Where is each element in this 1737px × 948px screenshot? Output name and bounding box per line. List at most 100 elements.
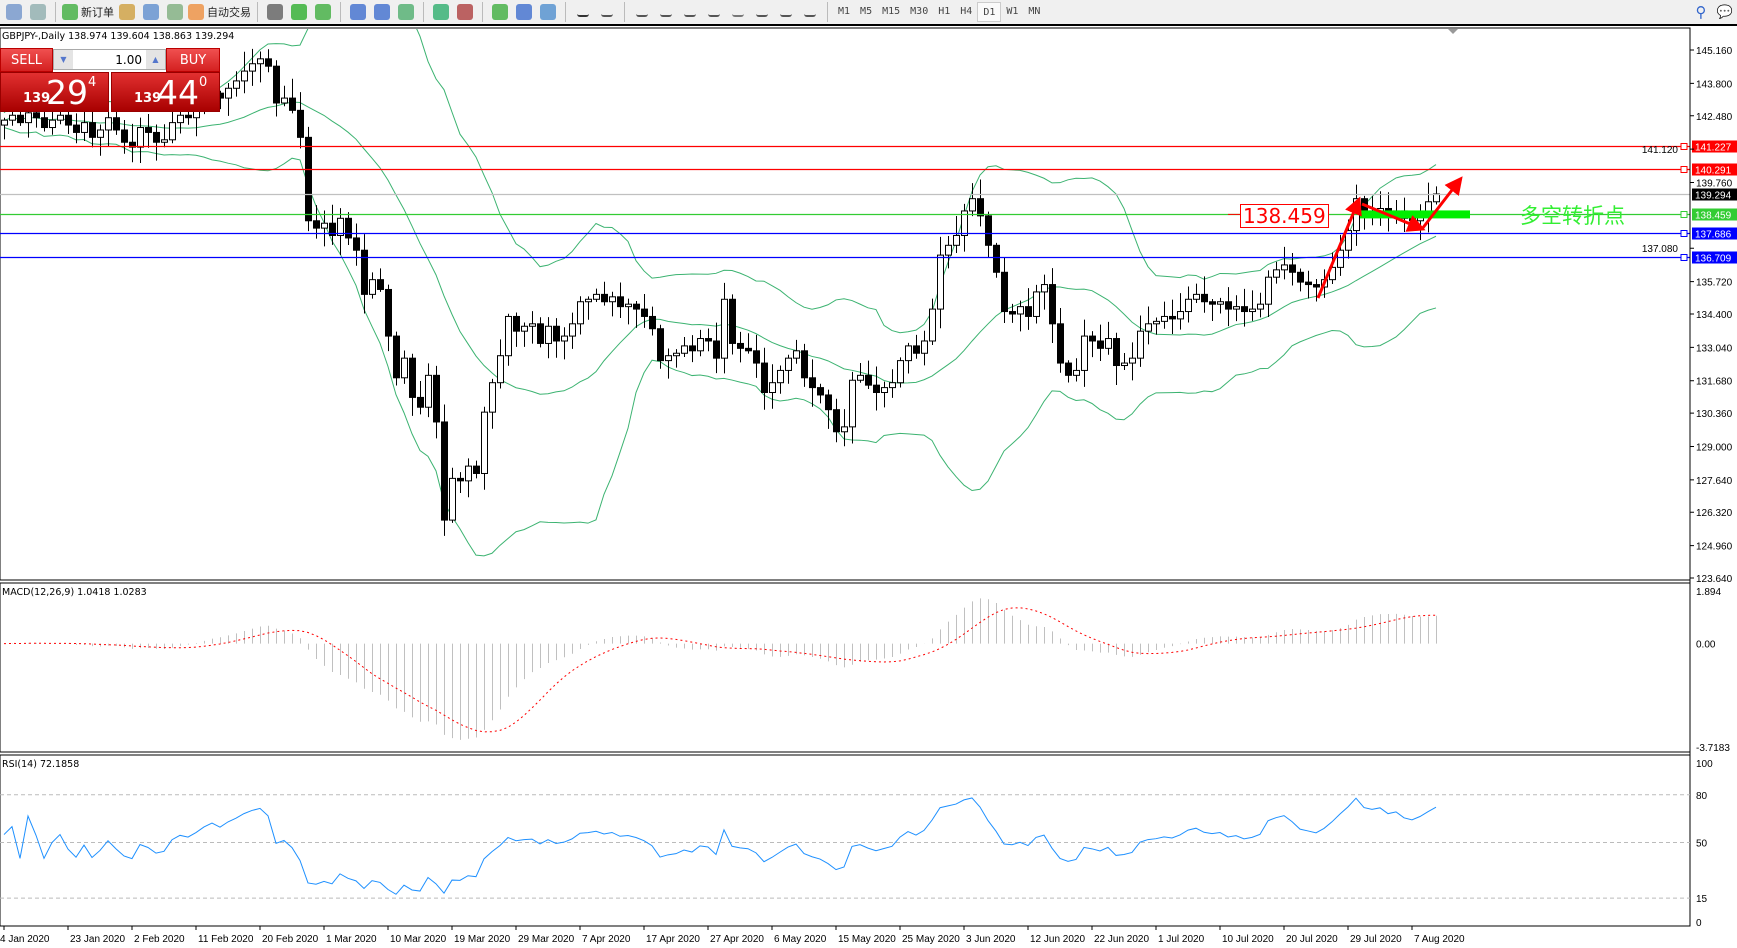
lot-input[interactable]	[73, 52, 146, 67]
lot-size-stepper[interactable]: ▼ ▲	[53, 49, 166, 70]
trend-line-button[interactable]	[679, 1, 701, 23]
candle-body	[417, 396, 424, 408]
candle	[89, 106, 96, 148]
candle	[929, 298, 936, 346]
gold-button[interactable]	[116, 1, 138, 23]
grid-button[interactable]	[727, 1, 749, 23]
new-order-label: 新订单	[81, 6, 114, 19]
candle-body	[121, 129, 128, 143]
timeframe-mn[interactable]: MN	[1028, 6, 1041, 17]
templates-button[interactable]	[537, 1, 559, 23]
search-icon[interactable]: ⚲	[1695, 3, 1707, 21]
sell-button[interactable]: SELL	[0, 48, 53, 72]
candle	[233, 71, 240, 97]
lot-increase-icon[interactable]: ▲	[146, 50, 165, 69]
horizontal-line-button[interactable]	[655, 1, 677, 23]
label-button[interactable]	[775, 1, 797, 23]
candle	[1145, 306, 1152, 345]
price-axis-label: 123.640	[1696, 574, 1733, 585]
zoom-doc-button[interactable]	[27, 1, 49, 23]
tile-button[interactable]	[395, 1, 417, 23]
candle	[329, 204, 336, 245]
candle-body	[641, 308, 648, 317]
candle	[513, 312, 520, 347]
bull-bear-turning-point-text[interactable]: 多空转折点	[1520, 204, 1625, 228]
candle	[417, 381, 424, 415]
candle-body	[393, 335, 400, 379]
macd-frame	[0, 582, 1691, 753]
arrows-button[interactable]	[799, 1, 821, 23]
autoscroll-button[interactable]	[430, 1, 452, 23]
candle-chart-button[interactable]	[288, 1, 310, 23]
candle-body	[249, 63, 256, 72]
candle-body	[673, 352, 680, 357]
auto-trading-button[interactable]: 自动交易	[188, 1, 251, 23]
candle-body	[1145, 323, 1152, 332]
candle-body	[993, 244, 1000, 273]
candle	[1153, 317, 1160, 335]
timeframe-m15[interactable]: M15	[882, 6, 901, 17]
window-button[interactable]	[3, 1, 25, 23]
cursor-button[interactable]	[572, 1, 594, 23]
red-arrow-icon	[1316, 196, 1362, 299]
candle	[433, 365, 440, 439]
sell-price[interactable]: 139 29 4	[0, 72, 109, 112]
indicators-button[interactable]	[489, 1, 511, 23]
timeframe-m30[interactable]: M30	[910, 6, 929, 17]
candle-body	[89, 122, 96, 138]
text-button[interactable]	[751, 1, 773, 23]
market-watch-button[interactable]	[140, 1, 162, 23]
bar-chart-button[interactable]	[264, 1, 286, 23]
timeframe-m1[interactable]: M1	[838, 6, 851, 17]
date-axis-label: 6 May 2020	[774, 934, 827, 945]
buy-button[interactable]: BUY	[166, 48, 220, 72]
timeframe-w1[interactable]: W1	[1006, 6, 1019, 17]
candle	[1177, 293, 1184, 330]
price-tag-bg	[1692, 188, 1737, 201]
chart-shift-button[interactable]	[454, 1, 476, 23]
candle-body	[1177, 311, 1184, 320]
lot-decrease-icon[interactable]: ▼	[54, 50, 73, 69]
zoom-out-button[interactable]	[371, 1, 393, 23]
candle	[609, 291, 616, 317]
price-tag-bg	[1692, 251, 1737, 264]
line-chart-button[interactable]	[312, 1, 334, 23]
candle-body	[697, 338, 704, 352]
candle	[689, 335, 696, 363]
timeframe-d1[interactable]: D1	[977, 2, 1002, 22]
candle-body	[1169, 315, 1176, 320]
candle	[817, 383, 824, 404]
candle	[505, 313, 512, 366]
date-axis-label: 17 Apr 2020	[646, 934, 700, 945]
crosshair-button[interactable]	[596, 1, 618, 23]
signal-button[interactable]	[164, 1, 186, 23]
candle-body	[1433, 193, 1440, 203]
candle-body	[1057, 323, 1064, 364]
main-chart-frame	[0, 27, 1691, 581]
candle-body	[1233, 306, 1240, 310]
price-label-annotation[interactable]: 138.459	[1240, 204, 1329, 228]
timeframe-h1[interactable]: H1	[938, 6, 951, 17]
periods-button[interactable]	[513, 1, 535, 23]
candle-body	[873, 384, 880, 394]
buy-price[interactable]: 139 44 0	[111, 72, 220, 112]
timeframe-h4[interactable]: H4	[960, 6, 973, 17]
fibo-button[interactable]	[703, 1, 725, 23]
candle	[1225, 287, 1232, 327]
candle	[337, 208, 344, 256]
bollinger-upper-band	[3, 29, 1437, 334]
new-order-button[interactable]: 新订单	[62, 1, 114, 23]
timeframe-m5[interactable]: M5	[860, 6, 873, 17]
one-click-trading-panel: SELL ▼ ▲ BUY 139 29 4 139 44 0	[0, 48, 220, 112]
candle	[945, 235, 952, 269]
vertical-line-button[interactable]	[631, 1, 653, 23]
candle-body	[1065, 362, 1072, 376]
candle-body	[473, 465, 480, 474]
chat-icon[interactable]: 💬	[1716, 4, 1734, 20]
toolbar-separator	[257, 2, 258, 22]
macd-axis-label: -3.7183	[1696, 743, 1730, 754]
candle	[545, 317, 552, 359]
zoom-in-button[interactable]	[347, 1, 369, 23]
candle-body	[505, 315, 512, 357]
